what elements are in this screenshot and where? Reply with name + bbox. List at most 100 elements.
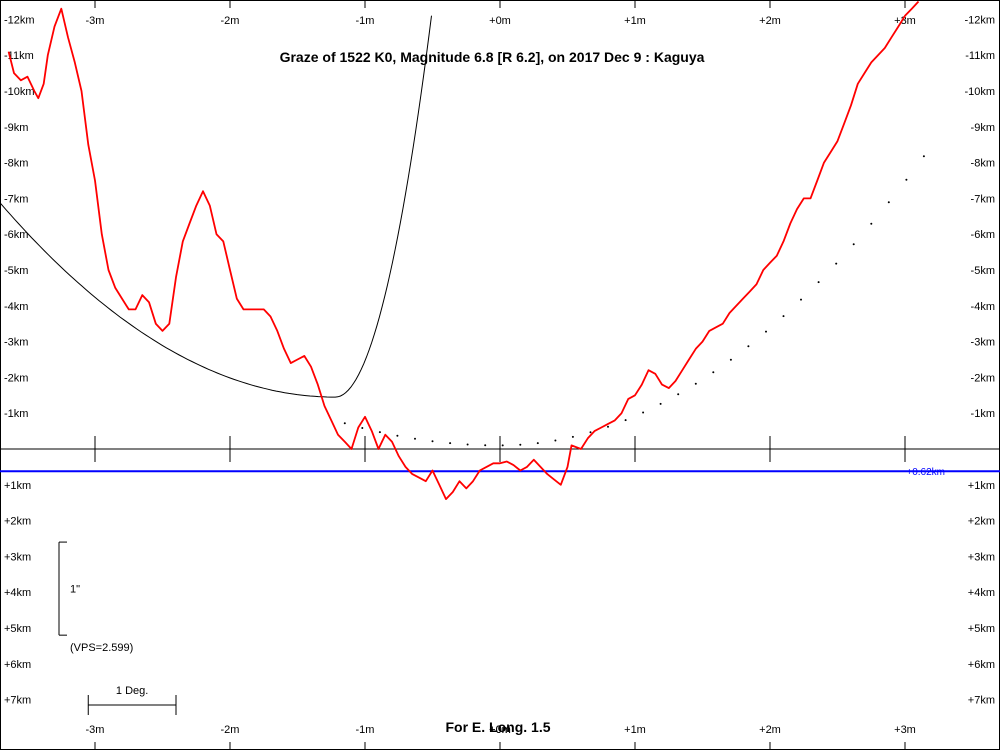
limb-dot [607, 425, 609, 428]
limb-dot [747, 345, 750, 348]
limb-dot [677, 393, 680, 396]
y-tick-label-left: -12km [4, 14, 35, 26]
limb-dot [642, 411, 645, 414]
reference-line-label: +0.62km [906, 467, 945, 478]
limb-dot [589, 431, 592, 434]
limb-dot [449, 442, 452, 445]
y-tick-label-right: +7km [968, 695, 995, 707]
x-tick-label-top: +1m [624, 15, 646, 27]
limb-dot [501, 444, 504, 447]
limb-dot [800, 298, 802, 301]
profile-group [7, 0, 920, 500]
limb-dot [431, 440, 434, 443]
y-tick-label-left: -3km [4, 337, 28, 349]
x-tick-label-bottom: -1m [356, 724, 375, 736]
x-tick-label-center: +0m [489, 724, 511, 736]
y-tick-label-left: +4km [4, 587, 31, 599]
y-tick-label-left: -6km [4, 229, 28, 241]
y-tick-label-left: +3km [4, 551, 31, 563]
x-tick-label-top: +0m [489, 15, 511, 27]
y-tick-label-left: +5km [4, 623, 31, 635]
curves-group [0, 15, 925, 447]
x-tick-label-bottom: -3m [86, 724, 105, 736]
y-tick-label-right: +4km [968, 587, 995, 599]
limb-dot [343, 422, 346, 425]
chart-title: Graze of 1522 K0, Magnitude 6.8 [R 6.2],… [280, 49, 705, 65]
vps-label: (VPS=2.599) [70, 642, 133, 654]
y-tick-label-right: +1km [968, 480, 995, 492]
y-tick-label-left: -10km [4, 86, 35, 98]
limb-dot [817, 281, 820, 284]
y-tick-label-left: +1km [4, 480, 31, 492]
profile-line [7, 0, 920, 500]
x-tick-label-top: -3m [86, 15, 105, 27]
limb-dot [922, 155, 925, 158]
y-tick-label-right: -8km [971, 158, 995, 170]
limb-dot [624, 419, 627, 422]
x-tick-label-bottom: +0m [489, 724, 511, 736]
y-tick-label-right: +6km [968, 659, 995, 671]
y-tick-label-left: -11km [4, 50, 34, 62]
y-tick-label-left: +6km [4, 659, 31, 671]
limb-dot [887, 201, 890, 204]
limb-dot [554, 439, 557, 442]
limb-dot [729, 358, 732, 361]
limb-dot [484, 444, 487, 447]
y-tick-label-right: -2km [971, 372, 995, 384]
x-tick-label-bottom: -2m [221, 724, 240, 736]
limb-dot [396, 434, 399, 437]
y-tick-label-right: -11km [965, 50, 995, 62]
limb-dot [905, 178, 908, 181]
y-tick-label-right: -7km [971, 193, 995, 205]
x-tick-label-top: -2m [221, 15, 240, 27]
y-tick-label-left: -7km [4, 193, 28, 205]
x-tick-label-bottom: +2m [759, 724, 781, 736]
y-tick-label-left: +2km [4, 516, 31, 528]
y-tick-label-left: -9km [4, 122, 28, 134]
limb-dot [852, 243, 855, 246]
y-tick-label-right: -3km [971, 337, 995, 349]
limb-dot [536, 442, 539, 445]
y-tick-label-right: -5km [971, 265, 995, 277]
y-tick-label-left: -8km [4, 158, 28, 170]
x-tick-label-bottom: +3m [894, 724, 916, 736]
y-tick-label-right: -1km [971, 408, 995, 420]
limb-dot [782, 315, 785, 318]
y-tick-label-right: -6km [971, 229, 995, 241]
deg-bar-label: 1 Deg. [116, 685, 148, 697]
y-tick-label-left: -1km [4, 408, 28, 420]
limb-dot [519, 443, 522, 446]
limb-dot [765, 330, 767, 333]
y-tick-label-right: +2km [968, 516, 995, 528]
y-tick-label-right: -12km [964, 14, 995, 26]
x-tick-label-bottom: +1m [624, 724, 646, 736]
y-tick-label-right: -10km [964, 86, 995, 98]
limit-curve [0, 15, 432, 398]
y-tick-label-right: +3km [968, 551, 995, 563]
limb-dot [378, 431, 381, 434]
limb-dot [835, 262, 838, 265]
chart-footer: For E. Long. 1.5 [445, 719, 550, 735]
y-tick-label-left: -5km [4, 265, 28, 277]
limb-dot [694, 382, 697, 385]
x-tick-label-top: -1m [356, 15, 375, 27]
limb-dot [466, 443, 469, 446]
limb-dot [870, 222, 873, 225]
y-tick-label-right: -4km [971, 301, 995, 313]
y-tick-label-left: -2km [4, 372, 28, 384]
y-tick-label-right: +5km [968, 623, 995, 635]
limb-dot [414, 437, 416, 440]
limb-dot [361, 427, 364, 429]
y-tick-label-left: -4km [4, 301, 28, 313]
limb-dot [659, 402, 662, 405]
x-tick-label-top: +2m [759, 15, 781, 27]
limb-dot [712, 371, 715, 374]
limb-dot [571, 435, 574, 438]
scale-bars-group: 1" (VPS=2.599) 1 Deg. [58, 541, 177, 715]
y-tick-label-left: +7km [4, 695, 31, 707]
scale-bar-label: 1" [70, 584, 80, 596]
y-tick-label-right: -9km [971, 122, 995, 134]
